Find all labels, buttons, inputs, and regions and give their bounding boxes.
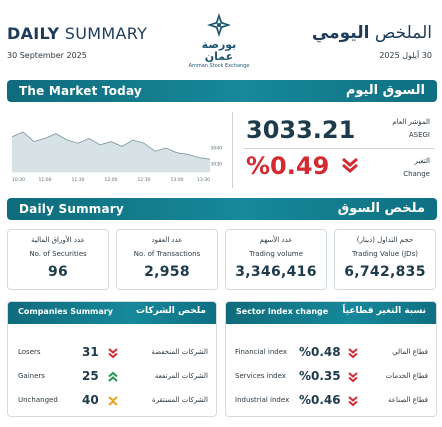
y-tick-label: 3030 bbox=[211, 162, 223, 168]
x-tick-label: 11:30 bbox=[72, 177, 85, 183]
row-label-ar: قطاع الصناعة bbox=[388, 396, 428, 404]
row-value: 40 bbox=[82, 393, 99, 407]
change-label-ar: التغير bbox=[414, 157, 430, 165]
card-value: 96 bbox=[47, 264, 69, 280]
row-label-en: Industrial index bbox=[235, 396, 290, 404]
page-title-en: DAILY SUMMARY bbox=[7, 24, 148, 43]
card-label-en: Trading Value (JDs) bbox=[352, 250, 418, 258]
double-chevron-down-icon bbox=[348, 348, 358, 359]
row-label-en: Gainers bbox=[18, 372, 45, 380]
row-label-en: Losers bbox=[18, 348, 41, 356]
market-today-bar: The Market Today السوق اليوم bbox=[7, 80, 437, 102]
daily-summary-title-ar: ملخص السوق bbox=[337, 201, 425, 216]
double-chevron-up-icon bbox=[108, 371, 118, 382]
card-transactions: عدد العقود No. of Transactions 2,958 bbox=[116, 229, 218, 290]
index-intraday-chart: 10:30 11:00 11:30 12:00 12:30 13:00 13:30 3040… bbox=[11, 131, 223, 183]
row-label-en: Services index bbox=[235, 372, 286, 380]
card-label-en: Trading volume bbox=[249, 250, 303, 258]
companies-row-gainers: Gainers 25 الشركات المرتفعة bbox=[8, 369, 216, 385]
daily-summary-bar: Daily Summary ملخص السوق bbox=[7, 198, 437, 220]
chart-x-ticks: 10:30 11:00 11:30 12:00 12:30 13:00 13:30 bbox=[12, 177, 210, 183]
sector-change-panel: Sector index change نسبة التغير قطاعياً … bbox=[225, 301, 437, 417]
double-chevron-down-icon bbox=[348, 372, 358, 383]
market-today-title-en: The Market Today bbox=[19, 84, 142, 98]
card-label-ar: عدد الأوراق المالية bbox=[31, 236, 85, 244]
companies-summary-panel: Companies Summary ملخص الشركات Losers 31… bbox=[7, 301, 217, 417]
companies-summary-title-en: Companies Summary bbox=[18, 307, 113, 316]
row-value: 25 bbox=[82, 369, 99, 383]
x-tick-label: 12:00 bbox=[105, 177, 118, 183]
ase-emblem-icon bbox=[207, 13, 231, 37]
x-tick-label: 13:00 bbox=[171, 177, 184, 183]
logo-text-en: Amman Stock Exchange bbox=[188, 63, 250, 69]
card-label-en: No. of Transactions bbox=[133, 250, 201, 258]
unchanged-icon bbox=[108, 396, 118, 406]
companies-summary-title-ar: ملخص الشركات bbox=[135, 306, 206, 316]
companies-row-losers: Losers 31 الشركات المنخفضة bbox=[8, 345, 216, 361]
x-tick-label: 10:30 bbox=[12, 177, 25, 183]
daily-summary-title-en: Daily Summary bbox=[19, 202, 124, 216]
date-ar: 30 أيلول 2025 bbox=[379, 51, 432, 60]
sector-change-title-en: Sector index change bbox=[236, 307, 329, 316]
sector-row-financial: Financial index %0.48 قطاع المالي bbox=[226, 345, 436, 361]
chart-area bbox=[12, 132, 210, 172]
change-label-en: Change bbox=[403, 170, 430, 178]
row-label-en: Unchanged bbox=[18, 396, 58, 404]
x-tick-label: 13:30 bbox=[197, 177, 210, 183]
row-value: %0.48 bbox=[299, 345, 341, 359]
row-value: %0.35 bbox=[299, 369, 341, 383]
y-tick-label: 3040 bbox=[211, 146, 223, 152]
chart-y-ticks: 3040 3030 bbox=[211, 146, 223, 168]
chart-line bbox=[11, 131, 211, 160]
divider-vertical bbox=[232, 112, 233, 188]
companies-row-unchanged: Unchanged 40 الشركات المستقرة bbox=[8, 393, 216, 409]
card-value: 6,742,835 bbox=[344, 264, 426, 280]
header: DAILY SUMMARY 30 September 2025 بورصة عم… bbox=[0, 0, 442, 74]
row-label-ar: قطاع المالي bbox=[392, 348, 428, 356]
double-chevron-down-icon bbox=[108, 348, 118, 359]
sector-change-title-ar: نسبة التغير قطاعياً bbox=[342, 306, 426, 316]
card-label-ar: عدد الأسهم bbox=[259, 236, 293, 244]
card-trading-volume: عدد الأسهم Trading volume 3,346,416 bbox=[225, 229, 327, 290]
date-en: 30 September 2025 bbox=[7, 51, 87, 60]
row-label-ar: الشركات المرتفعة bbox=[154, 372, 208, 380]
market-today-title-ar: السوق اليوم bbox=[345, 83, 425, 98]
logo-text-ar: بورصة عمان bbox=[201, 38, 237, 63]
double-chevron-down-icon bbox=[348, 396, 358, 407]
sector-change-header: Sector index change نسبة التغير قطاعياً bbox=[226, 302, 436, 324]
card-trading-value: حجم التداول (دينار) Trading Value (JDs) … bbox=[334, 229, 436, 290]
row-label-ar: الشركات المنخفضة bbox=[151, 348, 208, 356]
x-tick-label: 11:00 bbox=[39, 177, 52, 183]
index-value: 3033.21 bbox=[246, 116, 356, 144]
card-label-en: No. of Securities bbox=[29, 250, 87, 258]
companies-summary-header: Companies Summary ملخص الشركات bbox=[8, 302, 216, 324]
card-value: 3,346,416 bbox=[235, 264, 317, 280]
ase-logo: بورصة عمان Amman Stock Exchange bbox=[186, 12, 252, 69]
change-value: %0.49 bbox=[246, 152, 330, 180]
sector-row-services: Services index %0.35 قطاع الخدمات bbox=[226, 369, 436, 385]
card-value: 2,958 bbox=[144, 264, 190, 280]
card-securities: عدد الأوراق المالية No. of Securities 96 bbox=[7, 229, 109, 290]
row-value: %0.46 bbox=[299, 393, 341, 407]
card-label-ar: حجم التداول (دينار) bbox=[356, 236, 414, 244]
x-tick-label: 12:30 bbox=[138, 177, 151, 183]
divider-horizontal bbox=[244, 148, 434, 149]
row-value: 31 bbox=[82, 345, 99, 359]
double-chevron-down-icon bbox=[342, 157, 358, 173]
index-label-en: ASEGI bbox=[408, 131, 430, 139]
row-label-en: Financial index bbox=[235, 348, 288, 356]
sector-row-industrial: Industrial index %0.46 قطاع الصناعة bbox=[226, 393, 436, 409]
row-label-ar: الشركات المستقرة bbox=[151, 396, 208, 404]
card-label-ar: عدد العقود bbox=[151, 236, 183, 244]
page-title-ar: الملخص اليومي bbox=[311, 23, 432, 43]
row-label-ar: قطاع الخدمات bbox=[385, 372, 428, 380]
index-label-ar: المؤشر العام bbox=[392, 118, 430, 126]
